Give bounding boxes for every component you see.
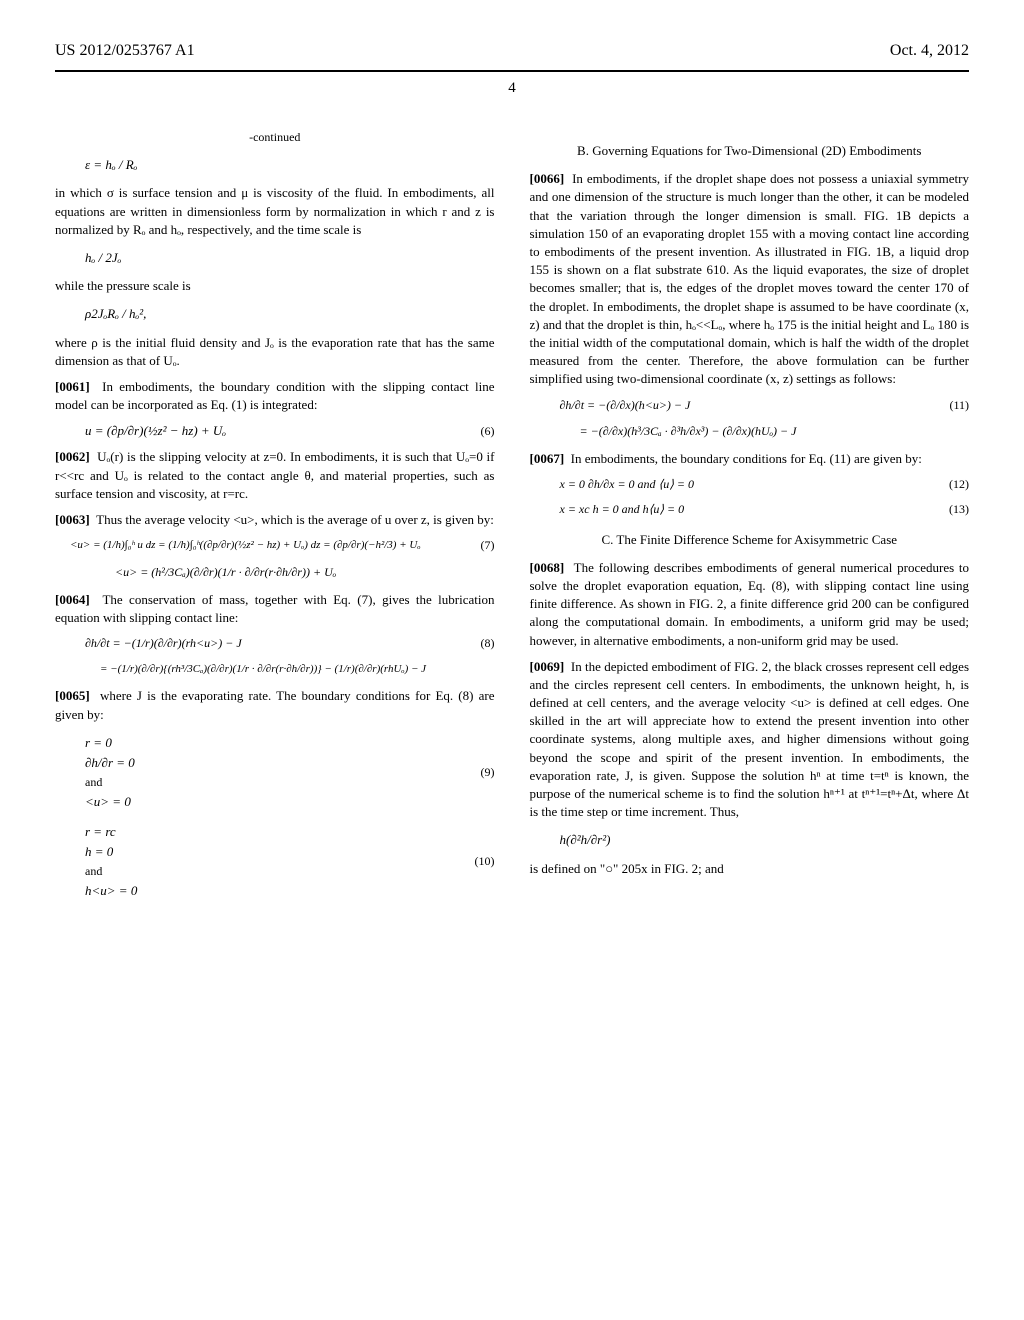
para-final: is defined on "○" 205x in FIG. 2; and [530,860,970,878]
eq-12-num: (12) [949,476,969,493]
para-num-0066: [0066] [530,171,565,186]
page-number: 4 [55,78,969,99]
para-intro: in which σ is surface tension and μ is v… [55,184,495,239]
para-0067-text: In embodiments, the boundary conditions … [571,451,922,466]
para-num-0068: [0068] [530,560,565,575]
para-0062: [0062] Uₒ(r) is the slipping velocity at… [55,448,495,503]
eq-10c: and [85,863,137,880]
eq-7b: <u> = (h²/3Cₐ)(∂/∂r)(1/r · ∂/∂r(r·∂h/∂r)… [115,564,495,581]
para-num-0063: [0063] [55,512,90,527]
eq-9d: <u> = 0 [85,793,135,811]
eq-10d: h<u> = 0 [85,882,137,900]
para-0063-text: Thus the average velocity <u>, which is … [96,512,494,527]
eq-13: x = xc h = 0 and h⟨u⟩ = 0 [560,501,685,518]
para-0069: [0069] In the depicted embodiment of FIG… [530,658,970,822]
para-0067: [0067] In embodiments, the boundary cond… [530,450,970,468]
eq-timescale: hₒ / 2Jₒ [85,249,495,267]
eq-7-num: (7) [481,537,495,554]
para-0061-text: In embodiments, the boundary condition w… [55,379,495,412]
eq-7a: <u> = (1/h)∫₀ʰ u dz = (1/h)∫₀ʰ((∂p/∂r)(½… [70,538,420,553]
eq-6: u = (∂p/∂r)(½z² − hz) + Uₒ [85,422,226,440]
eq-9-num: (9) [481,764,495,781]
para-0062-text: Uₒ(r) is the slipping velocity at z=0. I… [55,449,495,500]
eq-epsilon: ε = hₒ / Rₒ [85,156,495,174]
continued-label: -continued [55,129,495,146]
eq-12: x = 0 ∂h/∂x = 0 and ⟨u⟩ = 0 [560,476,695,493]
eq-6-num: (6) [481,423,495,440]
para-0065: [0065] where J is the evaporating rate. … [55,687,495,723]
para-0065-text: where J is the evaporating rate. The bou… [55,688,495,721]
right-column: B. Governing Equations for Two-Dimension… [530,129,970,910]
eq-8a: ∂h/∂t = −(1/r)(∂/∂r)(rh<u>) − J [85,635,242,652]
para-num-0061: [0061] [55,379,90,394]
para-density: where ρ is the initial fluid density and… [55,334,495,370]
para-num-0067: [0067] [530,451,565,466]
para-num-0062: [0062] [55,449,90,464]
para-num-0064: [0064] [55,592,90,607]
header-rule [55,70,969,72]
para-num-0065: [0065] [55,688,90,703]
eq-10a: r = rc [85,823,137,841]
eq-10b: h = 0 [85,843,137,861]
eq-13-num: (13) [949,501,969,518]
eq-11b: = −(∂/∂x)(h³/3Cₐ · ∂³h/∂x³) − (∂/∂x)(hUₒ… [580,423,970,440]
para-0069-text: In the depicted embodiment of FIG. 2, th… [530,659,970,820]
para-0066: [0066] In embodiments, if the droplet sh… [530,170,970,388]
eq-9b: ∂h/∂r = 0 [85,754,135,772]
para-0064: [0064] The conservation of mass, togethe… [55,591,495,627]
para-0063: [0063] Thus the average velocity <u>, wh… [55,511,495,529]
section-c-title: C. The Finite Difference Scheme for Axis… [530,532,970,549]
eq-9a: r = 0 [85,734,135,752]
eq-8-num: (8) [481,635,495,652]
pub-date: Oct. 4, 2012 [890,40,969,62]
eq-11a: ∂h/∂t = −(∂/∂x)(h<u>) − J [560,397,691,414]
section-b-title: B. Governing Equations for Two-Dimension… [530,143,970,160]
para-0068-text: The following describes embodiments of g… [530,560,970,648]
para-0064-text: The conservation of mass, together with … [55,592,495,625]
para-0068: [0068] The following describes embodimen… [530,559,970,650]
eq-9c: and [85,774,135,791]
eq-11-num: (11) [949,397,969,414]
eq-8b: = −(1/r)(∂/∂r){(rh³/3Cₐ)(∂/∂r)(1/r · ∂/∂… [100,662,495,677]
para-0066-text: In embodiments, if the droplet shape doe… [530,171,970,386]
para-pressure: while the pressure scale is [55,277,495,295]
eq-pressure: ρ2JₒRₒ / hₒ², [85,305,495,323]
left-column: -continued ε = hₒ / Rₒ in which σ is sur… [55,129,495,910]
eq-final: h(∂²h/∂r²) [560,831,970,849]
para-num-0069: [0069] [530,659,565,674]
eq-10-num: (10) [475,853,495,870]
para-0061: [0061] In embodiments, the boundary cond… [55,378,495,414]
pub-number: US 2012/0253767 A1 [55,40,195,62]
